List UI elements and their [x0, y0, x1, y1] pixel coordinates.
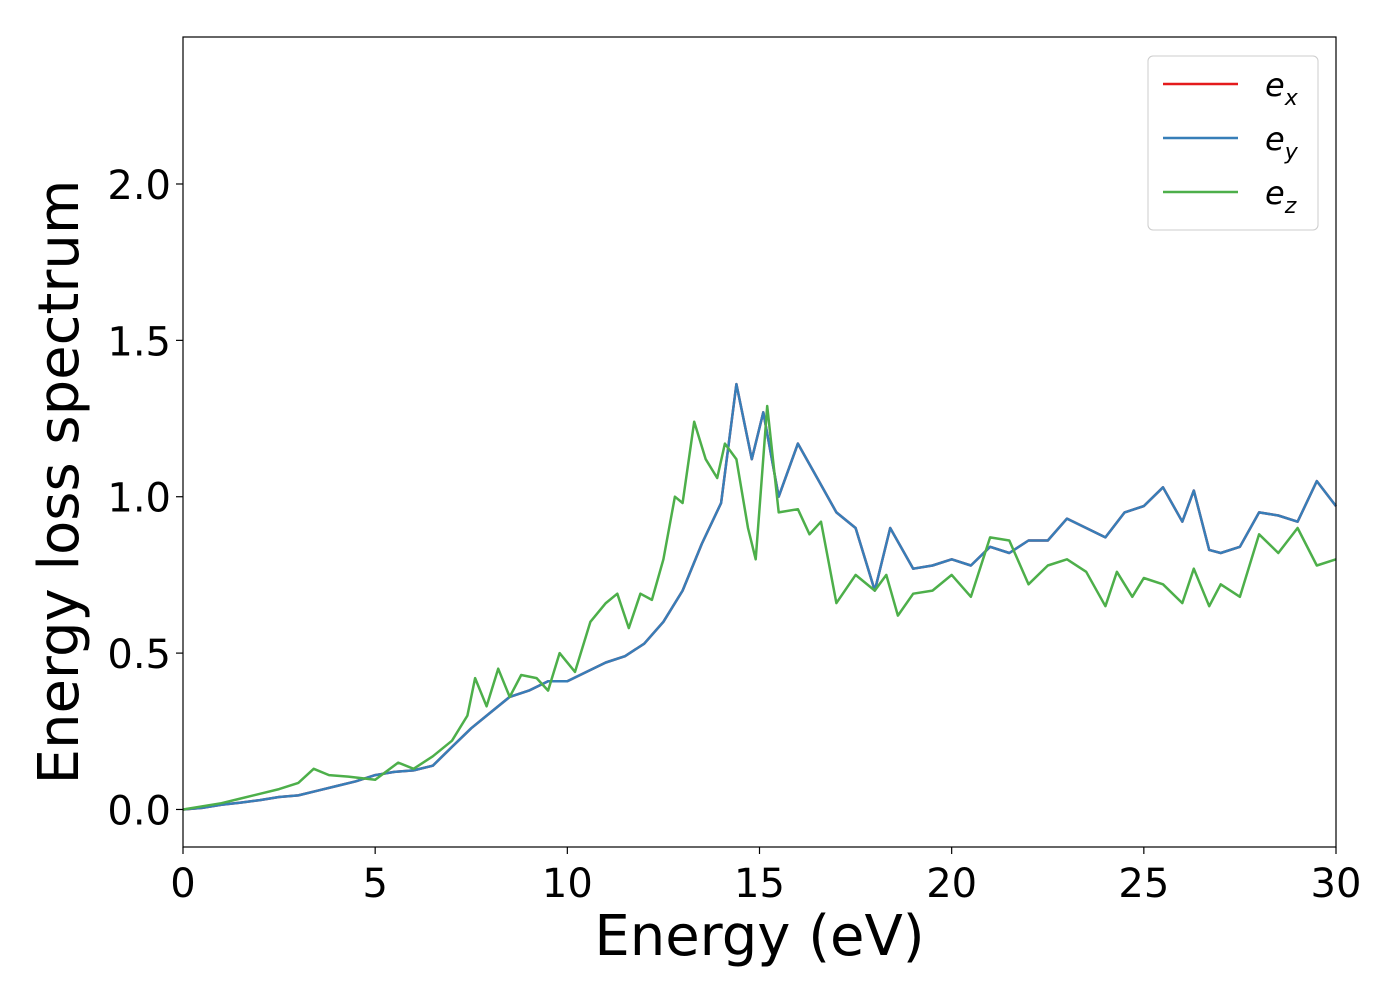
x-tick-label: 0 — [170, 861, 195, 907]
legend-label-base: e — [1265, 66, 1285, 104]
legend-label-z: ez — [1265, 174, 1297, 219]
legend-label-y: ey — [1265, 120, 1299, 165]
y-tick-label: 0.0 — [107, 788, 171, 834]
legend-label-subscript: y — [1284, 140, 1299, 165]
x-tick-label: 10 — [542, 861, 593, 907]
x-axis-ticks: 0 5 10 15 20 25 30 — [170, 847, 1361, 907]
series-line-z — [182, 404, 1337, 811]
x-tick-label: 25 — [1118, 861, 1169, 907]
series-line-x — [182, 382, 1337, 811]
legend-label-subscript: z — [1284, 194, 1297, 219]
legend-label-base: e — [1265, 174, 1285, 212]
legend-label-x: ex — [1265, 66, 1299, 111]
legend-box — [1147, 55, 1319, 231]
x-tick-label: 30 — [1311, 861, 1362, 907]
legend-label-base: e — [1265, 120, 1285, 158]
y-axis-ticks: 0.0 0.5 1.0 1.5 2.0 — [107, 163, 183, 834]
x-tick-label: 5 — [362, 861, 387, 907]
series-layer — [182, 382, 1337, 811]
series-line-y — [182, 382, 1337, 811]
y-tick-label: 2.0 — [107, 163, 171, 209]
x-tick-label: 15 — [734, 861, 785, 907]
x-tick-label: 20 — [926, 861, 977, 907]
y-tick-label: 0.5 — [107, 632, 171, 678]
legend-label-subscript: x — [1284, 86, 1299, 111]
y-axis-label: Energy loss spectrum — [27, 180, 92, 785]
plot-frame — [182, 36, 1337, 848]
x-axis-label: Energy (eV) — [594, 904, 924, 969]
y-tick-label: 1.0 — [107, 476, 171, 522]
y-tick-label: 1.5 — [107, 319, 171, 365]
